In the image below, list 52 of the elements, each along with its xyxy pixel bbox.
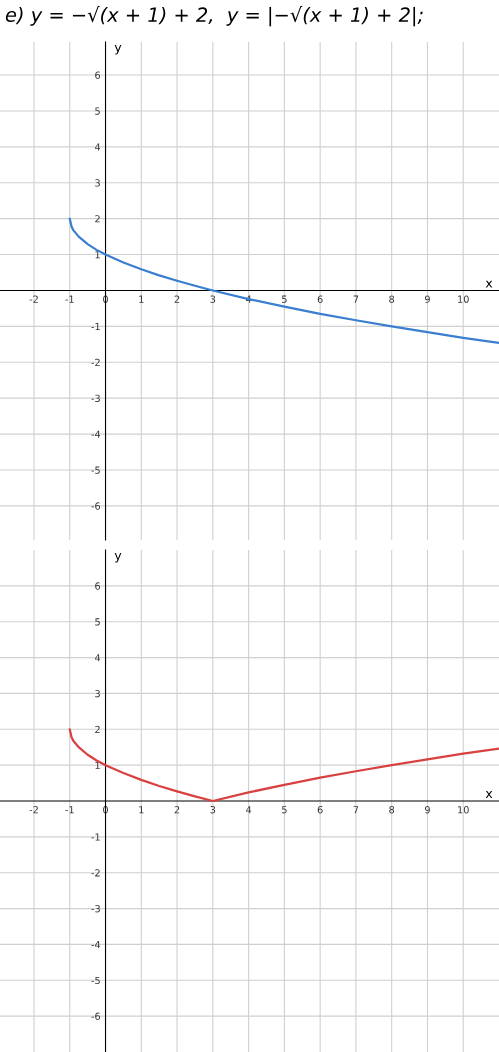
x-tick-label: 6 — [317, 295, 323, 303]
x-tick-label: -1 — [65, 806, 74, 814]
y-tick-label: 5 — [95, 107, 100, 115]
x-tick-label: 5 — [282, 806, 287, 814]
y-tick-label: 6 — [95, 582, 101, 590]
x-tick-label: 4 — [245, 806, 252, 814]
x-tick-label: 1 — [139, 295, 144, 303]
x-tick-label: 7 — [353, 295, 359, 303]
y-tick-label: 5 — [95, 618, 100, 626]
x-tick-label: 3 — [210, 806, 216, 814]
x-tick-label: 7 — [353, 806, 359, 814]
x-tick-label: 2 — [174, 806, 180, 814]
x-tick-label: -1 — [65, 295, 74, 303]
y-tick-label: 3 — [95, 689, 100, 698]
x-tick-label: 9 — [424, 806, 430, 814]
x-tick-label: 10 — [458, 295, 469, 303]
chart-title: e) y = −√(x + 1) + 2, y = |−√(x + 1) + 2|; — [5, 6, 423, 27]
y-tick-label: -1 — [91, 833, 100, 841]
y-tick-label: 3 — [95, 179, 100, 187]
x-tick-label: -2 — [29, 806, 38, 814]
y-axis-title: y — [114, 45, 122, 55]
y-tick-label: -5 — [91, 466, 100, 474]
x-axis-title: x — [485, 280, 493, 288]
y-tick-label: 6 — [95, 71, 101, 79]
x-tick-label: 3 — [210, 295, 216, 303]
x-tick-label: 6 — [317, 806, 323, 814]
x-tick-label: 8 — [389, 806, 395, 814]
x-tick-label: 1 — [139, 806, 144, 814]
y-tick-label: -1 — [91, 322, 100, 331]
y-axis-title: y — [114, 553, 122, 563]
y-tick-label: 4 — [94, 143, 101, 151]
x-axis-title: x — [485, 791, 493, 798]
y-tick-label: -3 — [91, 394, 100, 403]
y-tick-label: 4 — [94, 654, 101, 662]
y-tick-label: -2 — [91, 358, 100, 366]
x-tick-label: 9 — [424, 295, 430, 303]
y-tick-label: -2 — [91, 869, 100, 877]
x-tick-label: 5 — [282, 295, 287, 303]
y-tick-label: -3 — [91, 905, 100, 913]
y-tick-label: 2 — [95, 215, 100, 223]
x-tick-label: 2 — [174, 295, 180, 303]
x-tick-label: 8 — [389, 295, 395, 303]
y-tick-label: 1 — [95, 761, 100, 769]
x-tick-label: -2 — [29, 295, 38, 303]
x-tick-label: 10 — [458, 806, 469, 814]
y-tick-label: -4 — [91, 430, 101, 438]
y-tick-label: -5 — [91, 976, 100, 985]
y-tick-label: 1 — [95, 251, 100, 259]
y-tick-label: 2 — [95, 725, 100, 733]
y-tick-label: -4 — [91, 941, 101, 949]
y-tick-label: -6 — [91, 502, 101, 510]
y-tick-label: -6 — [91, 1012, 101, 1020]
